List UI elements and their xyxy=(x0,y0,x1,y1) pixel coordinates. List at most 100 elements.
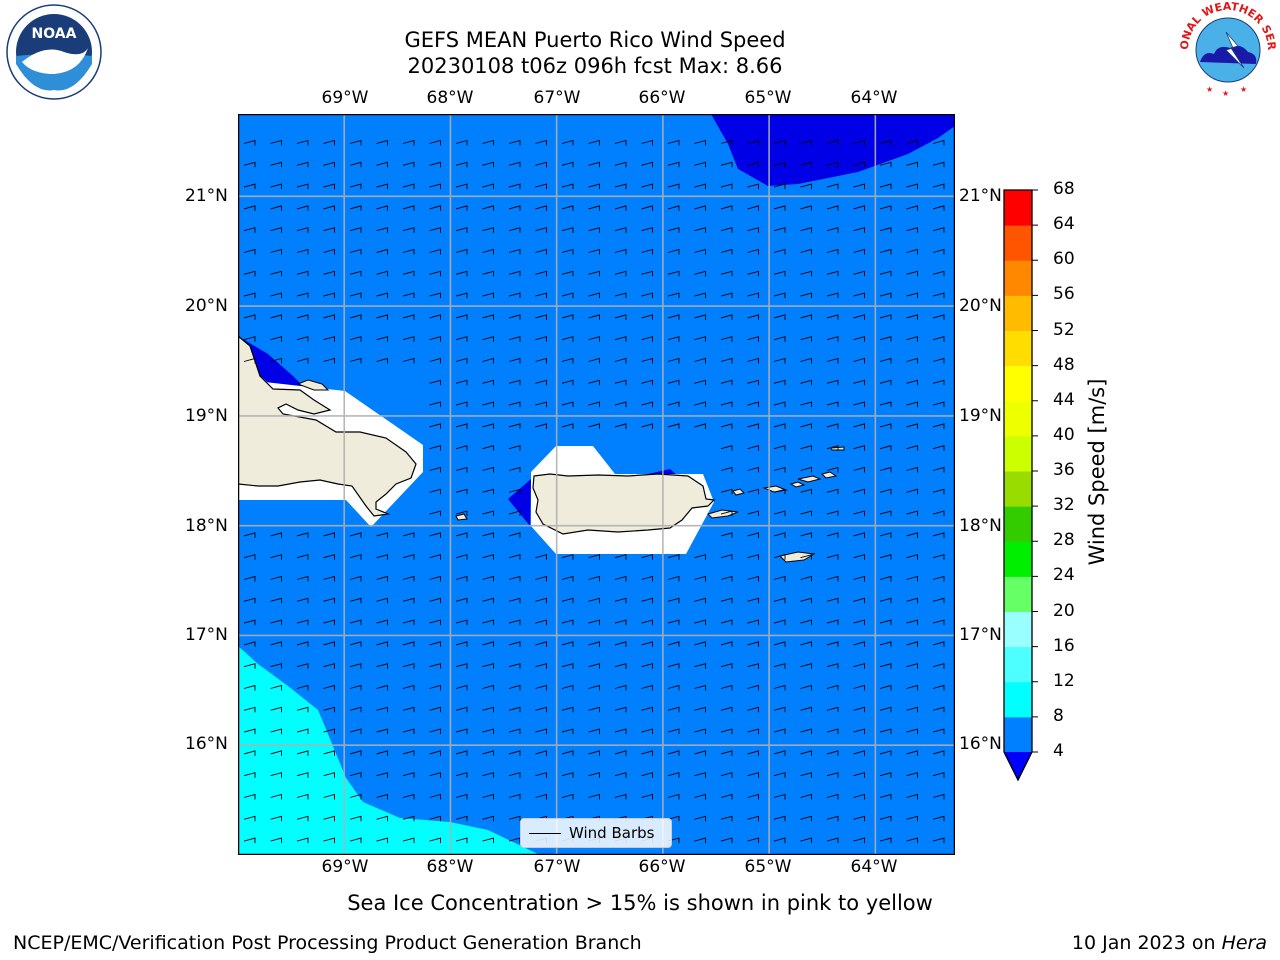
wind-barb xyxy=(694,793,706,800)
wind-barb xyxy=(296,183,309,190)
wind-barb xyxy=(800,728,812,735)
wind-barb xyxy=(932,597,945,604)
wind-barb xyxy=(720,357,733,364)
low-speed-region-northeast xyxy=(711,114,955,186)
wind-barb xyxy=(853,488,865,495)
wind-barb xyxy=(588,357,600,364)
wind-barb xyxy=(296,793,309,800)
wind-barb xyxy=(296,270,309,277)
wind-barb xyxy=(853,619,865,626)
wind-barb xyxy=(853,423,865,429)
wind-barb xyxy=(800,597,812,604)
wind-barb xyxy=(323,532,335,538)
wind-barb xyxy=(429,793,441,800)
wind-barb xyxy=(296,205,309,211)
wind-barb xyxy=(270,161,282,168)
wind-barb xyxy=(323,314,335,320)
wind-barb xyxy=(694,401,706,408)
wind-barb xyxy=(879,837,892,844)
wind-barb xyxy=(588,270,600,277)
wind-barb xyxy=(747,728,759,735)
wind-barb xyxy=(243,554,256,560)
wind-barb xyxy=(694,270,706,277)
wind-barb xyxy=(773,292,786,299)
wind-barb xyxy=(694,139,706,146)
colorbar-tick-label: 52 xyxy=(1053,319,1075,340)
wind-barb xyxy=(561,401,574,408)
wind-barb xyxy=(747,488,759,495)
wind-barb xyxy=(720,445,733,451)
wind-barb xyxy=(535,728,547,735)
wind-barb xyxy=(243,772,256,778)
wind-barb xyxy=(667,554,680,560)
wind-barb xyxy=(376,139,388,146)
wind-barb xyxy=(879,793,892,800)
wind-barb xyxy=(296,248,309,255)
wind-barb xyxy=(614,750,627,756)
wind-barb xyxy=(641,227,653,233)
wind-barb xyxy=(853,837,865,844)
wind-barb xyxy=(376,837,388,844)
wind-barb xyxy=(932,205,945,211)
wind-barb xyxy=(270,772,282,778)
wind-barb xyxy=(508,270,521,277)
wind-barb xyxy=(853,750,865,756)
wind-barb xyxy=(349,641,362,647)
wind-barb xyxy=(800,401,812,408)
wind-barb xyxy=(270,336,282,342)
colorbar-tick-label: 44 xyxy=(1053,389,1075,410)
wind-barb xyxy=(402,793,415,800)
colorbar-segment xyxy=(1004,506,1032,542)
wind-barb xyxy=(773,161,786,168)
wind-barb xyxy=(694,837,706,844)
wind-barb xyxy=(667,423,680,429)
wind-barb xyxy=(429,597,441,604)
wind-barb xyxy=(879,663,892,669)
wind-barb xyxy=(376,248,388,255)
wind-barb xyxy=(402,139,415,146)
lon-label-top-64w: 64°W xyxy=(850,88,898,108)
wind-barb xyxy=(773,750,786,756)
wind-barb xyxy=(667,205,680,211)
wind-barb xyxy=(614,597,627,604)
colorbar-tick-label: 36 xyxy=(1053,460,1075,480)
wind-barb xyxy=(614,706,627,713)
wind-barb xyxy=(429,815,441,822)
wind-barb xyxy=(402,336,415,342)
wind-barb xyxy=(535,772,547,778)
wind-barb xyxy=(535,270,547,277)
wind-barb xyxy=(270,183,282,190)
wind-barb xyxy=(773,314,786,320)
wind-barb xyxy=(720,728,733,735)
wind-barb xyxy=(482,401,494,408)
wind-barb xyxy=(641,423,653,429)
wind-barb xyxy=(561,575,574,582)
wind-barb xyxy=(879,445,892,451)
wind-barb xyxy=(323,728,335,735)
wind-barb xyxy=(588,314,600,320)
wind-barb xyxy=(747,750,759,756)
wind-barb xyxy=(614,292,627,299)
wind-barb xyxy=(535,706,547,713)
wind-barb xyxy=(429,248,441,255)
colorbar-segment xyxy=(1004,716,1032,753)
wind-barb xyxy=(376,575,388,582)
chart-title: GEFS MEAN Puerto Rico Wind Speed xyxy=(404,28,786,52)
wind-barb xyxy=(482,336,494,342)
wind-barb xyxy=(349,314,362,320)
wind-barb xyxy=(641,357,653,364)
wind-barb xyxy=(455,205,468,211)
wind-barb xyxy=(376,706,388,713)
wind-barb xyxy=(641,379,653,386)
wind-barb xyxy=(561,423,574,429)
wind-barb xyxy=(270,314,282,320)
wind-barb xyxy=(535,663,547,669)
wind-barb xyxy=(455,793,468,800)
wind-barb xyxy=(826,510,839,517)
lon-label-bottom-68w: 68°W xyxy=(426,857,474,877)
wind-barb xyxy=(455,357,468,364)
land-culebra xyxy=(732,488,745,496)
wind-barb xyxy=(296,663,309,669)
land-puerto-rico xyxy=(532,473,716,535)
wind-barb xyxy=(561,728,574,735)
